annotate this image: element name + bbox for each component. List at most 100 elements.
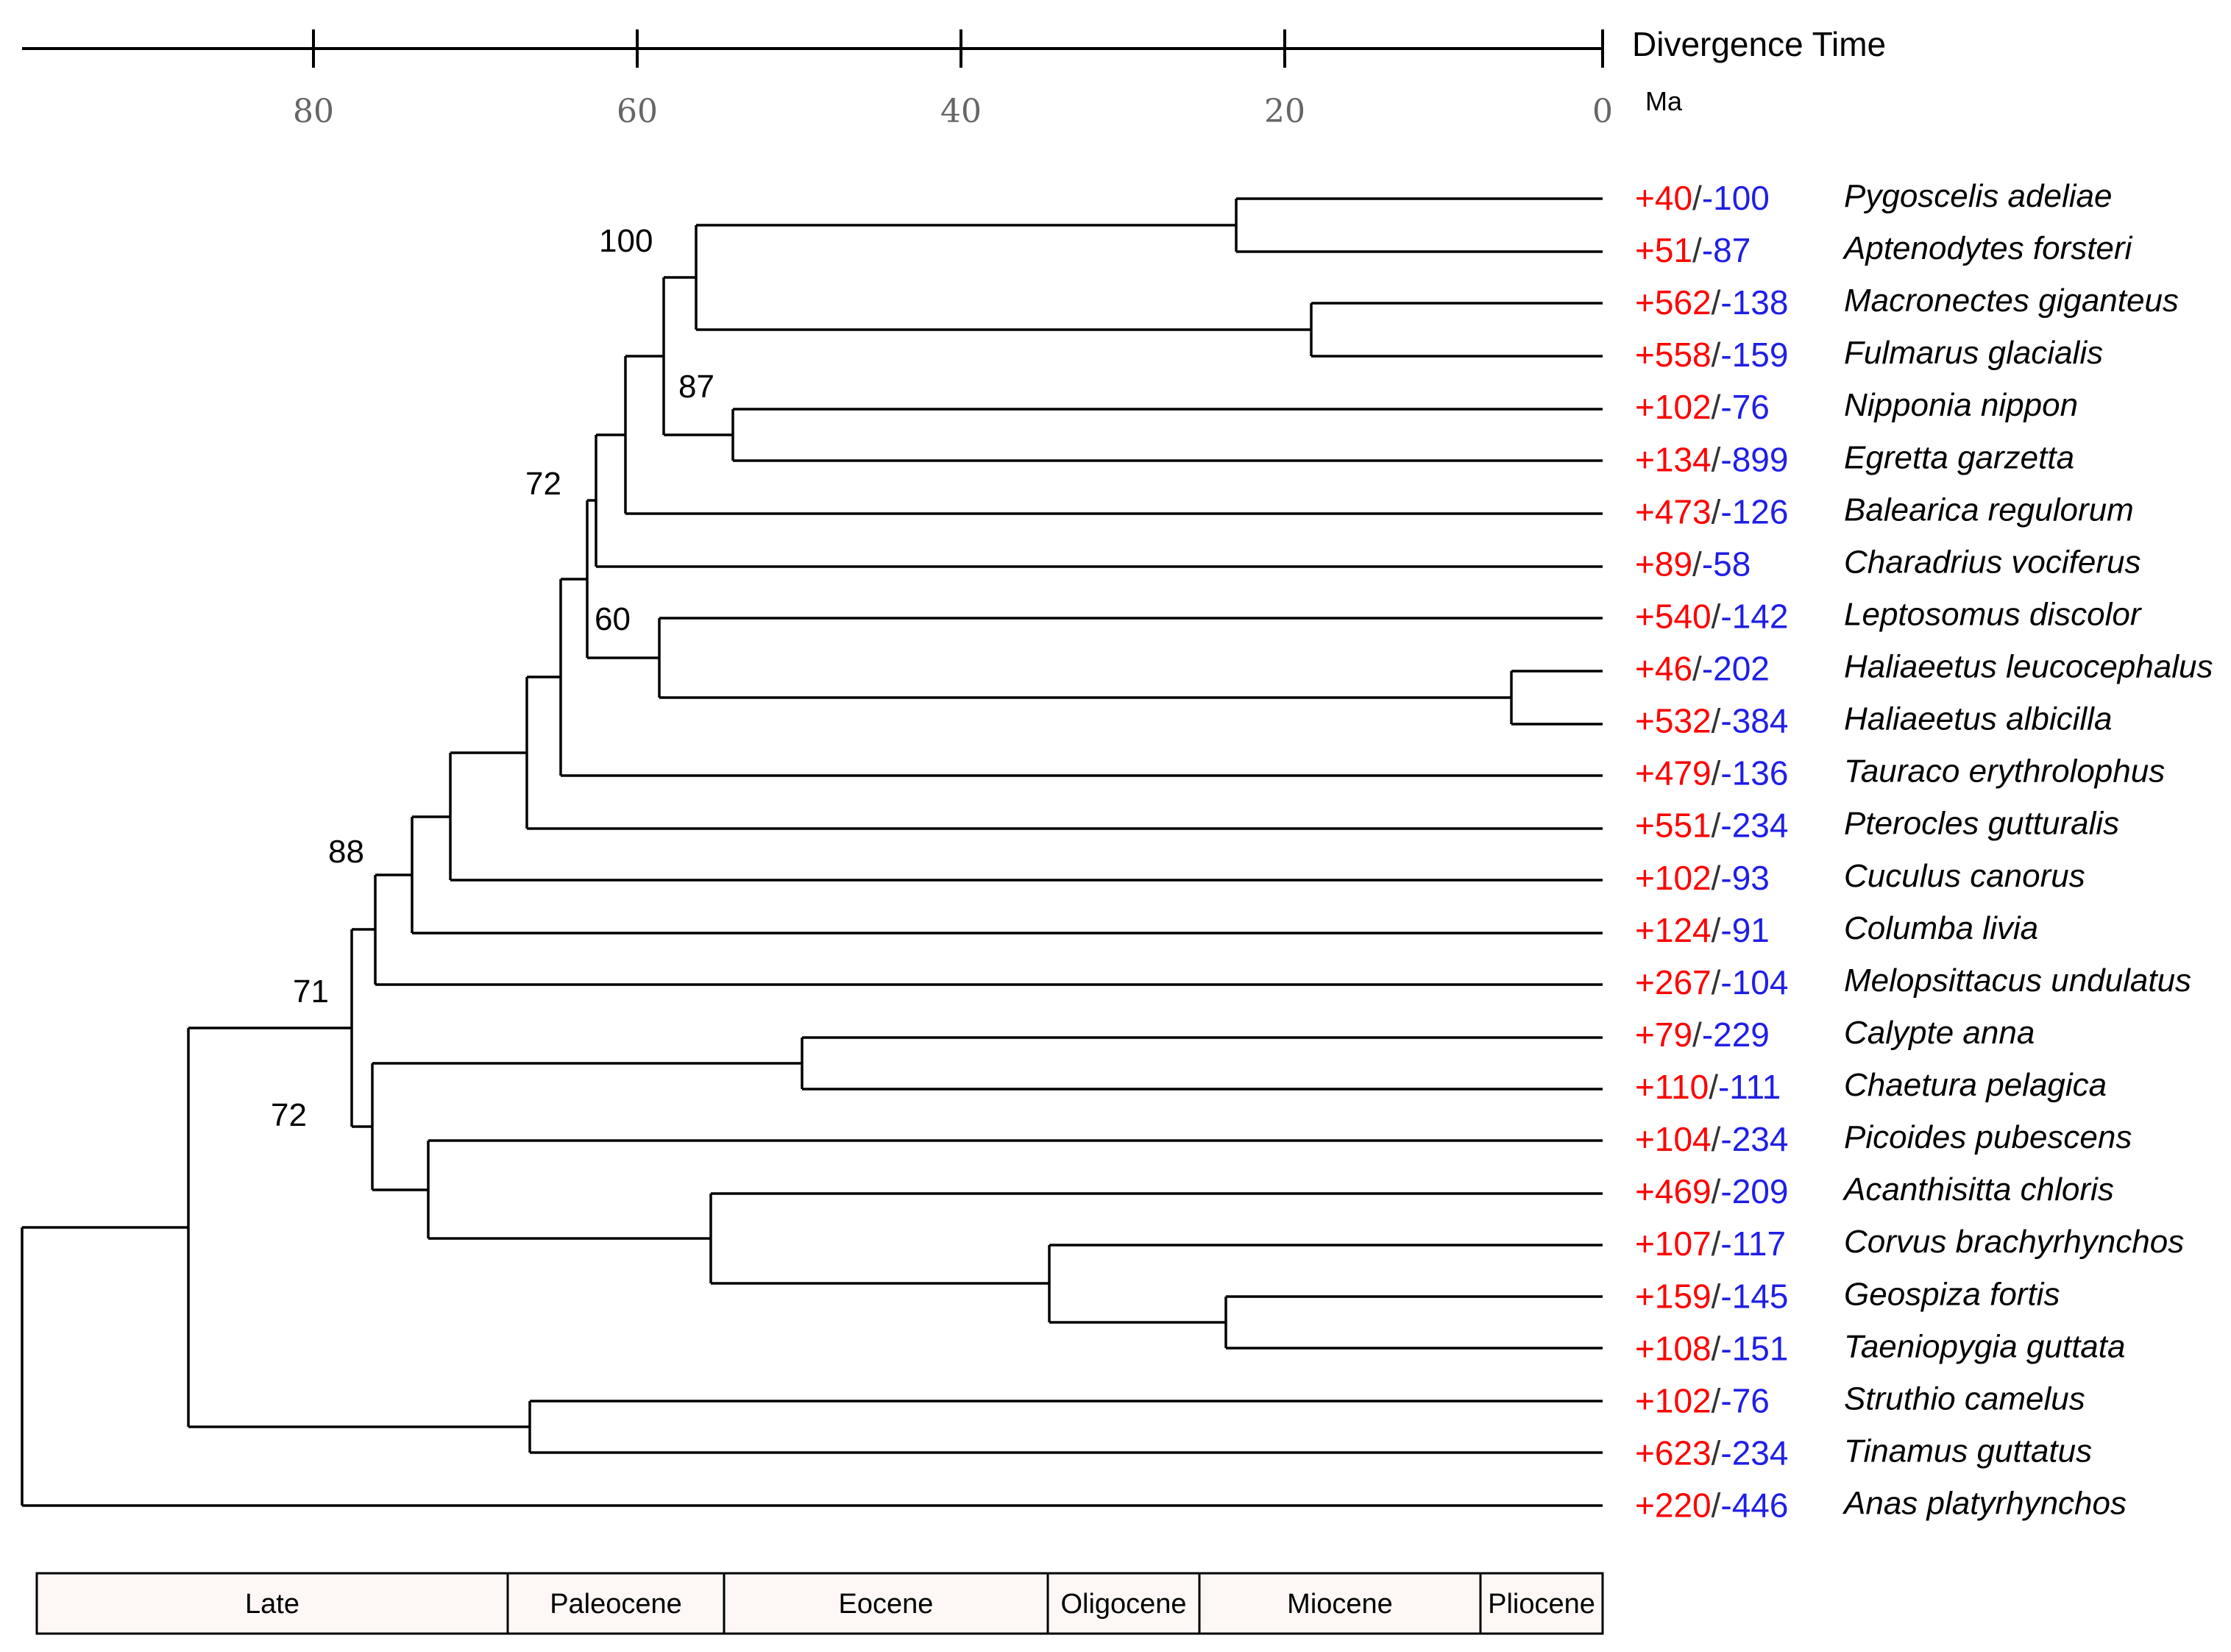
species-label: Leptosomus discolor <box>1844 596 2143 632</box>
gene-loss-count: -136 <box>1720 754 1788 793</box>
gene-count-label: +159/-145 <box>1635 1277 1788 1315</box>
species-label: Pygoscelis adeliae <box>1844 178 2112 214</box>
gene-gain-count: +51 <box>1635 231 1692 269</box>
node-support-label: 71 <box>293 974 329 1010</box>
gene-loss-count: -234 <box>1720 806 1788 845</box>
axis-title: Divergence Time <box>1632 25 1886 63</box>
gene-loss-count: -111 <box>1718 1068 1781 1106</box>
gene-loss-count: -76 <box>1720 388 1769 426</box>
gene-count-label: +110/-111 <box>1635 1068 1781 1106</box>
gene-loss-count: -151 <box>1720 1329 1788 1367</box>
gene-gain-count: +89 <box>1635 545 1692 583</box>
gene-loss-count: -117 <box>1720 1224 1786 1263</box>
gene-loss-count: -159 <box>1720 336 1788 374</box>
gene-count-label: +46/-202 <box>1635 650 1770 688</box>
gene-loss-count: -87 <box>1702 231 1751 269</box>
count-separator: / <box>1712 440 1721 478</box>
gene-count-label: +473/-126 <box>1635 492 1788 531</box>
species-label: Struthio camelus <box>1844 1380 2085 1417</box>
gene-loss-count: -229 <box>1702 1015 1770 1054</box>
epoch-label: Miocene <box>1287 1589 1393 1620</box>
species-label: Egretta garzetta <box>1844 439 2074 475</box>
gene-loss-count: -126 <box>1720 492 1788 531</box>
tip-row: +558/-159 Fulmarus glacialis <box>1635 335 2103 374</box>
tip-row: +159/-145 Geospiza fortis <box>1635 1276 2060 1315</box>
count-separator: / <box>1712 1381 1721 1419</box>
epoch-label: Oligocene <box>1060 1589 1186 1620</box>
count-separator: / <box>1692 1015 1702 1054</box>
count-separator: / <box>1712 492 1721 531</box>
gene-count-label: +134/-899 <box>1635 440 1788 478</box>
gene-count-label: +51/-87 <box>1635 231 1751 269</box>
count-separator: / <box>1712 1172 1721 1210</box>
tick-label: 80 <box>293 93 334 130</box>
gene-gain-count: +479 <box>1635 754 1712 793</box>
gene-gain-count: +220 <box>1635 1486 1712 1525</box>
gene-gain-count: +623 <box>1635 1433 1712 1472</box>
count-separator: / <box>1712 1120 1721 1158</box>
species-label: Pterocles gutturalis <box>1844 806 2119 842</box>
species-label: Calypte anna <box>1844 1015 2035 1051</box>
count-separator: / <box>1692 231 1702 269</box>
epoch-label: Paleocene <box>550 1589 682 1620</box>
gene-loss-count: -145 <box>1720 1277 1788 1315</box>
gene-count-label: +623/-234 <box>1635 1433 1788 1472</box>
gene-count-label: +89/-58 <box>1635 545 1751 583</box>
gene-count-label: +102/-76 <box>1635 388 1770 426</box>
gene-gain-count: +46 <box>1635 650 1692 688</box>
tip-row: +267/-104 Melopsittacus undulatus <box>1635 963 2191 1002</box>
tip-row: +102/-76 Struthio camelus <box>1635 1380 2085 1419</box>
gene-count-label: +102/-93 <box>1635 859 1770 897</box>
count-separator: / <box>1712 963 1721 1002</box>
tip-row: +562/-138 Macronectes giganteus <box>1635 283 2179 322</box>
gene-count-label: +108/-151 <box>1635 1329 1788 1367</box>
species-label: Macronectes giganteus <box>1844 283 2179 319</box>
gene-gain-count: +104 <box>1635 1120 1712 1158</box>
gene-loss-count: -91 <box>1720 911 1769 949</box>
count-separator: / <box>1709 1068 1718 1106</box>
count-separator: / <box>1712 388 1721 426</box>
tip-row: +473/-126 Balearica regulorum <box>1635 492 2134 531</box>
gene-count-label: +562/-138 <box>1635 283 1788 322</box>
gene-gain-count: +551 <box>1635 806 1712 845</box>
node-support-label: 100 <box>599 223 653 259</box>
species-label: Haliaeetus albicilla <box>1844 701 2112 737</box>
gene-gain-count: +79 <box>1635 1015 1692 1054</box>
tick-label: 60 <box>617 93 658 130</box>
count-separator: / <box>1712 1224 1721 1263</box>
count-separator: / <box>1692 545 1702 583</box>
species-label: Geospiza fortis <box>1844 1276 2060 1312</box>
gene-count-label: +79/-229 <box>1635 1015 1770 1054</box>
tip-row: +623/-234 Tinamus guttatus <box>1635 1433 2092 1472</box>
count-separator: / <box>1712 1433 1721 1472</box>
gene-loss-count: -142 <box>1720 597 1788 635</box>
species-label: Balearica regulorum <box>1844 492 2134 528</box>
species-label: Cuculus canorus <box>1844 858 2085 894</box>
gene-gain-count: +473 <box>1635 492 1712 531</box>
gene-loss-count: -202 <box>1702 650 1770 688</box>
epoch-cell <box>1479 1572 1604 1635</box>
node-support-label: 72 <box>525 466 561 502</box>
tick-label: 20 <box>1264 93 1305 130</box>
species-label: Chaetura pelagica <box>1844 1067 2107 1103</box>
gene-count-label: +124/-91 <box>1635 911 1770 949</box>
gene-count-label: +40/-100 <box>1635 179 1770 217</box>
species-label: Nipponia nippon <box>1844 387 2078 423</box>
species-label: Corvus brachyrhynchos <box>1844 1224 2184 1260</box>
tip-row: +104/-234 Picoides pubescens <box>1635 1119 2132 1158</box>
tip-row: +532/-384 Haliaeetus albicilla <box>1635 701 2112 740</box>
species-label: Haliaeetus leucocephalus <box>1844 649 2213 685</box>
tip-row: +51/-87 Aptenodytes forsteri <box>1635 230 2133 269</box>
tip-row: +89/-58 Charadrius vociferus <box>1635 544 2141 583</box>
tip-row: +134/-899 Egretta garzetta <box>1635 439 2074 478</box>
gene-count-label: +532/-384 <box>1635 702 1788 740</box>
species-label: Melopsittacus undulatus <box>1844 963 2191 999</box>
gene-gain-count: +562 <box>1635 283 1712 322</box>
epoch-label: Pliocene <box>1488 1589 1595 1620</box>
gene-loss-count: -138 <box>1720 283 1788 322</box>
node-support-label: 88 <box>328 834 364 870</box>
species-label: Picoides pubescens <box>1844 1119 2132 1155</box>
gene-count-label: +469/-209 <box>1635 1172 1788 1210</box>
count-separator: / <box>1712 1486 1721 1525</box>
node-support-label: 87 <box>678 369 714 405</box>
